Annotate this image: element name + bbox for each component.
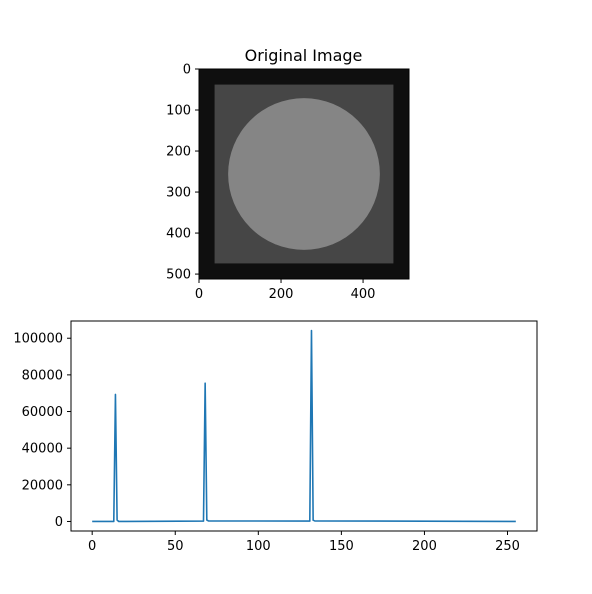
line-x-tick-label: 50 <box>167 539 184 554</box>
image-x-ticks: 0 200 400 <box>195 279 376 302</box>
line-x-tick-label: 200 <box>412 539 437 554</box>
line-y-tick-label: 100000 <box>13 332 63 347</box>
line-x-tick-label: 0 <box>88 539 96 554</box>
line-y-ticks: 0 20000 40000 60000 80000 100000 <box>13 332 71 530</box>
image-circle <box>228 98 380 250</box>
image-y-tick-label: 300 <box>166 186 191 201</box>
image-frame <box>198 68 410 280</box>
line-axes: 0 50 100 150 200 250 0 20000 40000 60000 80000 100… <box>13 320 538 554</box>
line-x-tick-label: 100 <box>246 539 271 554</box>
line-x-ticks: 0 50 100 150 200 250 <box>88 531 520 554</box>
image-title: Original Image <box>245 46 363 65</box>
line-y-tick-label: 20000 <box>22 478 63 493</box>
line-series-group <box>92 329 516 523</box>
image-axes: Original Image 0 200 400 0 100 200 300 400 500 <box>166 46 410 302</box>
image-x-tick-label: 400 <box>351 287 376 302</box>
line-y-tick-label: 60000 <box>22 405 63 420</box>
line-y-tick-label: 0 <box>55 515 63 530</box>
image-y-tick-label: 200 <box>166 145 191 160</box>
image-y-tick-label: 0 <box>183 63 191 78</box>
line-y-tick-label: 40000 <box>22 442 63 457</box>
line-frame <box>70 320 538 532</box>
line-x-tick-label: 150 <box>329 539 354 554</box>
line-series-0 <box>92 329 516 523</box>
line-y-tick-label: 80000 <box>22 368 63 383</box>
image-y-tick-label: 100 <box>166 104 191 119</box>
image-x-tick-label: 200 <box>269 287 294 302</box>
image-y-tick-label: 500 <box>166 268 191 283</box>
image-y-ticks: 0 100 200 300 400 500 <box>166 63 199 283</box>
image-x-tick-label: 0 <box>195 287 203 302</box>
image-y-tick-label: 400 <box>166 227 191 242</box>
image-content <box>199 69 409 279</box>
line-x-tick-label: 250 <box>495 539 520 554</box>
